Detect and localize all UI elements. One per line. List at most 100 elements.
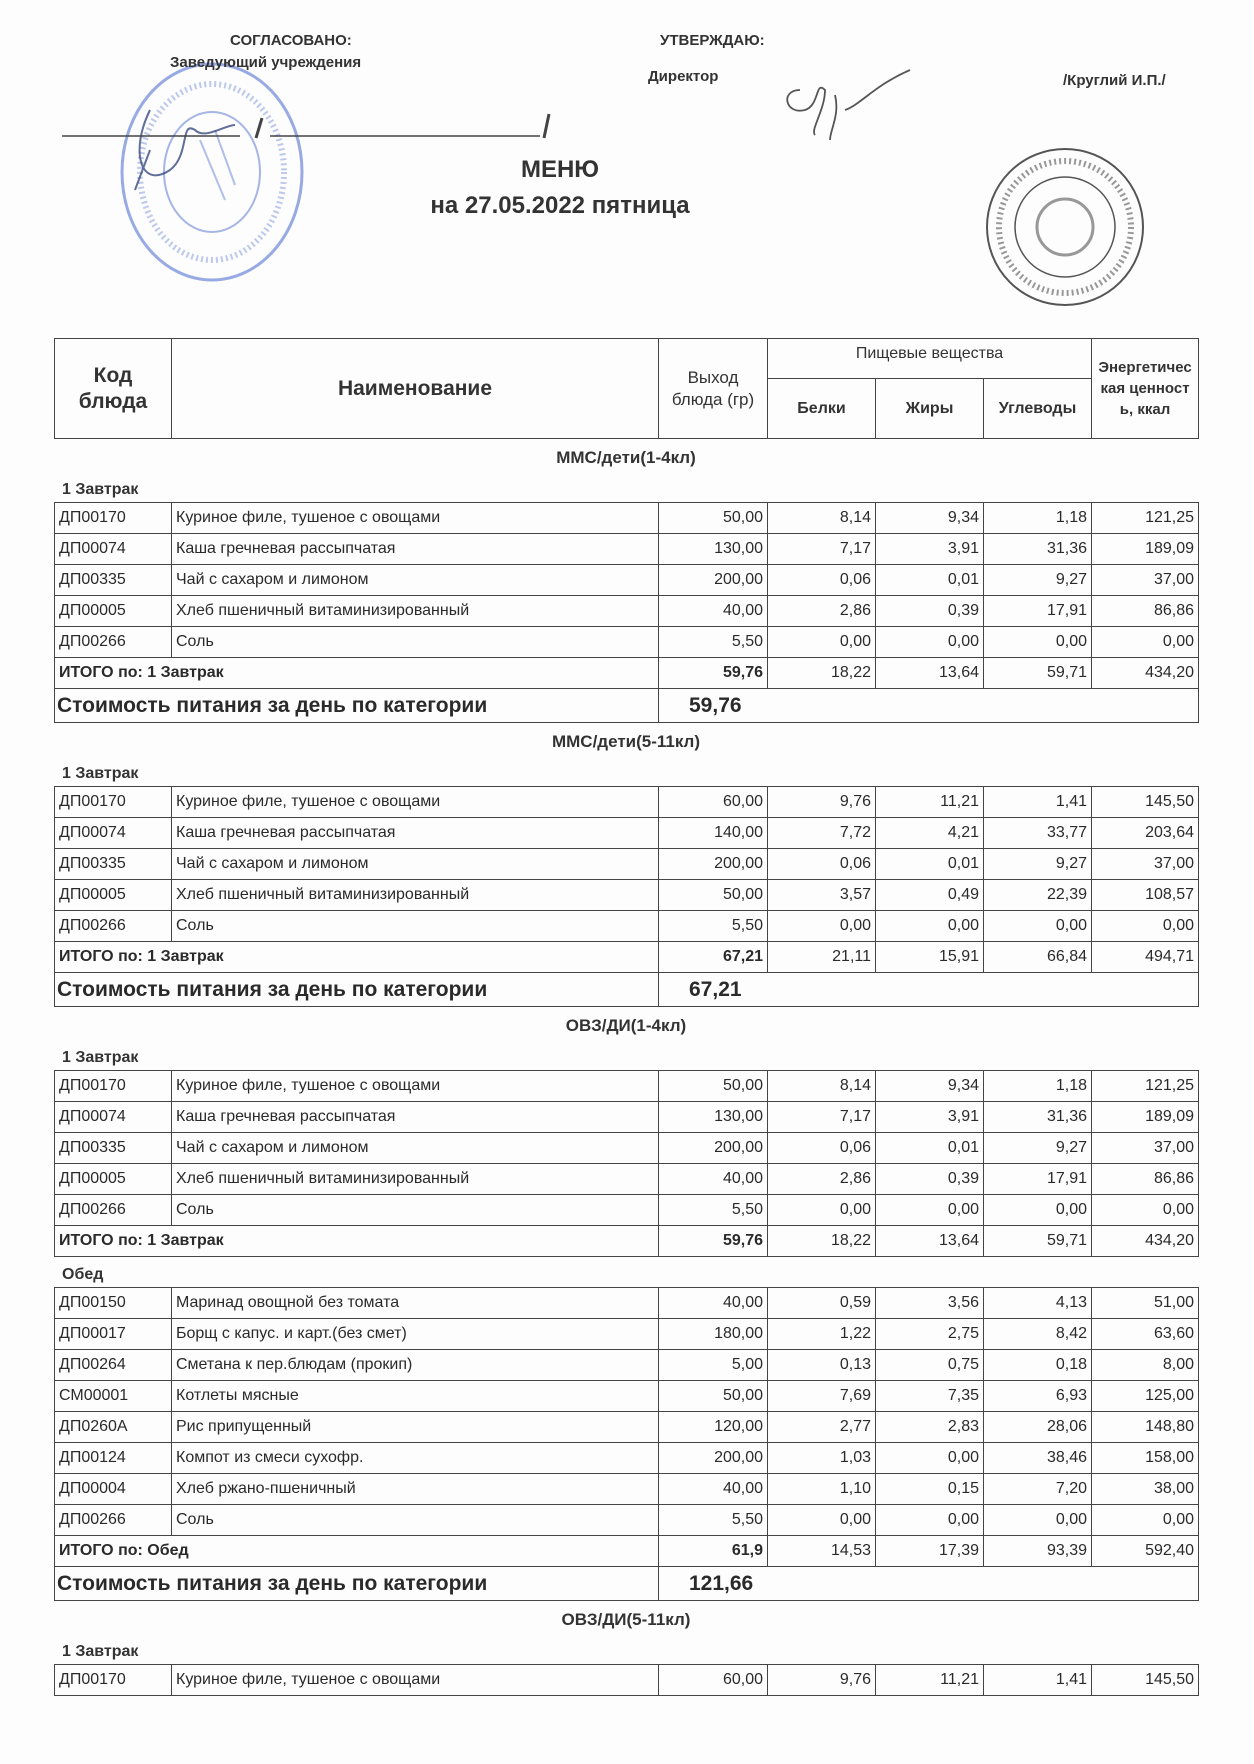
protein: 0,00 <box>767 1504 876 1536</box>
col-carbs: Углеводы <box>982 378 1093 439</box>
carbs: 9,27 <box>983 848 1092 880</box>
table-row: ДП00266 Соль 5,50 0,00 0,00 0,00 0,00 <box>54 910 1199 942</box>
protein: 0,06 <box>767 564 876 596</box>
table-row: ДП00335 Чай с сахаром и лимоном 200,00 0,06… <box>54 848 1199 880</box>
dish-code: ДП00266 <box>54 1194 172 1226</box>
carbs: 9,27 <box>983 1132 1092 1164</box>
carbs: 0,00 <box>983 626 1092 658</box>
dish-code: ДП00074 <box>54 533 172 565</box>
menu-section: ОВЗ/ДИ(1-4кл) 1 Завтрак ДП00170 Куриное фил… <box>54 1007 1199 1601</box>
cost-label: Стоимость питания за день по категории <box>54 688 659 723</box>
table-row: ДП00150 Маринад овощной без томата 40,00 0,… <box>54 1287 1199 1319</box>
meal-title: 1 Завтрак <box>62 1049 139 1066</box>
fat: 13,64 <box>875 657 984 689</box>
protein: 0,06 <box>767 1132 876 1164</box>
carbs: 7,20 <box>983 1473 1092 1505</box>
meal-title: 1 Завтрак <box>62 765 139 782</box>
fat: 9,34 <box>875 1070 984 1102</box>
col-fat: Жиры <box>875 378 984 439</box>
carbs: 8,42 <box>983 1318 1092 1350</box>
carbs: 0,00 <box>983 910 1092 942</box>
protein: 14,53 <box>767 1535 876 1567</box>
energy: 37,00 <box>1091 1132 1199 1164</box>
fat: 3,56 <box>875 1287 984 1319</box>
protein: 0,13 <box>767 1349 876 1381</box>
dish-name: Рис припущенный <box>171 1411 659 1443</box>
meal-title: 1 Завтрак <box>62 481 139 498</box>
cost-row: Стоимость питания за день по категории 12… <box>54 1566 1199 1601</box>
signature-left-icon <box>134 109 236 191</box>
col-name: Наименование <box>171 338 659 439</box>
col-code: Код блюда <box>54 338 172 439</box>
dish-yield: 50,00 <box>658 879 768 911</box>
dish-yield: 59,76 <box>658 1225 768 1257</box>
total-row: ИТОГО по: 1 Завтрак 59,76 18,22 13,64 59,71 4… <box>54 1225 1199 1257</box>
total-row: ИТОГО по: Обед 61,9 14,53 17,39 93,39 592,40 <box>54 1535 1199 1567</box>
table-row: ДП00266 Соль 5,50 0,00 0,00 0,00 0,00 <box>54 1194 1199 1226</box>
dish-yield: 140,00 <box>658 817 768 849</box>
protein: 1,03 <box>767 1442 876 1474</box>
carbs: 4,13 <box>983 1287 1092 1319</box>
menu-section: ММС/дети(5-11кл) 1 Завтрак ДП00170 Куриное … <box>54 723 1199 1007</box>
energy: 0,00 <box>1091 1194 1199 1226</box>
dish-name: Чай с сахаром и лимоном <box>171 564 659 596</box>
energy: 51,00 <box>1091 1287 1199 1319</box>
col-protein: Белки <box>767 378 876 439</box>
dish-name: Куриное филе, тушеное с овощами <box>171 1070 659 1102</box>
energy: 145,50 <box>1091 1664 1199 1696</box>
agreed-role: Заведующий учреждения <box>170 54 362 71</box>
energy: 125,00 <box>1091 1380 1199 1412</box>
energy: 434,20 <box>1091 1225 1199 1257</box>
total-label: ИТОГО по: 1 Завтрак <box>54 1225 659 1257</box>
cost-value: 59,76 <box>658 688 1199 723</box>
table-row: ДП00005 Хлеб пшеничный витаминизированный… <box>54 595 1199 627</box>
protein: 0,00 <box>767 1194 876 1226</box>
protein: 8,14 <box>767 1070 876 1102</box>
table-row: ДП00335 Чай с сахаром и лимоном 200,00 0,06… <box>54 1132 1199 1164</box>
fat: 13,64 <box>875 1225 984 1257</box>
carbs: 93,39 <box>983 1535 1092 1567</box>
menu-section: ОВЗ/ДИ(5-11кл) 1 Завтрак ДП00170 Куриное фи… <box>54 1601 1199 1696</box>
table-row: ДП00004 Хлеб ржано-пшеничный 40,00 1,10 0,15… <box>54 1473 1199 1505</box>
dish-code: ДП00266 <box>54 910 172 942</box>
dish-name: Компот из смеси сухофр. <box>171 1442 659 1474</box>
dish-yield: 50,00 <box>658 502 768 534</box>
protein: 0,06 <box>767 848 876 880</box>
fat: 11,21 <box>875 786 984 818</box>
stamps-and-signatures <box>62 62 1144 306</box>
approve-role: Директор <box>648 68 719 85</box>
cost-row: Стоимость питания за день по категории 59… <box>54 688 1199 723</box>
dish-yield: 5,50 <box>658 910 768 942</box>
fat: 2,83 <box>875 1411 984 1443</box>
dish-name: Куриное филе, тушеное с овощами <box>171 502 659 534</box>
total-row: ИТОГО по: 1 Завтрак 67,21 21,11 15,91 66,84 4… <box>54 941 1199 973</box>
energy: 145,50 <box>1091 786 1199 818</box>
dish-code: ДП00335 <box>54 848 172 880</box>
dish-yield: 5,50 <box>658 1504 768 1536</box>
dish-name: Борщ с капус. и карт.(без смет) <box>171 1318 659 1350</box>
table-row: ДП00005 Хлеб пшеничный витаминизированный… <box>54 1163 1199 1195</box>
meal-table: ДП00170 Куриное филе, тушеное с овощами 60… <box>54 1664 1199 1696</box>
table-row: ДП0260А Рис припущенный 120,00 2,77 2,83 28,0… <box>54 1411 1199 1443</box>
carbs: 1,18 <box>983 502 1092 534</box>
carbs: 28,06 <box>983 1411 1092 1443</box>
protein: 7,69 <box>767 1380 876 1412</box>
energy: 37,00 <box>1091 848 1199 880</box>
dish-yield: 200,00 <box>658 1132 768 1164</box>
carbs: 0,00 <box>983 1504 1092 1536</box>
col-nutrients: Пищевые вещества <box>766 338 1093 379</box>
dish-yield: 180,00 <box>658 1318 768 1350</box>
protein: 0,59 <box>767 1287 876 1319</box>
energy: 148,80 <box>1091 1411 1199 1443</box>
energy: 38,00 <box>1091 1473 1199 1505</box>
dish-code: ДП00150 <box>54 1287 172 1319</box>
round-stamp-right-icon <box>986 148 1144 306</box>
energy: 86,86 <box>1091 595 1199 627</box>
dish-name: Соль <box>171 1194 659 1226</box>
table-row: ДП00005 Хлеб пшеничный витаминизированный… <box>54 879 1199 911</box>
dish-yield: 120,00 <box>658 1411 768 1443</box>
fat: 0,00 <box>875 1194 984 1226</box>
section-title: ОВЗ/ДИ(5-11кл) <box>561 1610 691 1629</box>
carbs: 17,91 <box>983 1163 1092 1195</box>
dish-yield: 40,00 <box>658 1163 768 1195</box>
